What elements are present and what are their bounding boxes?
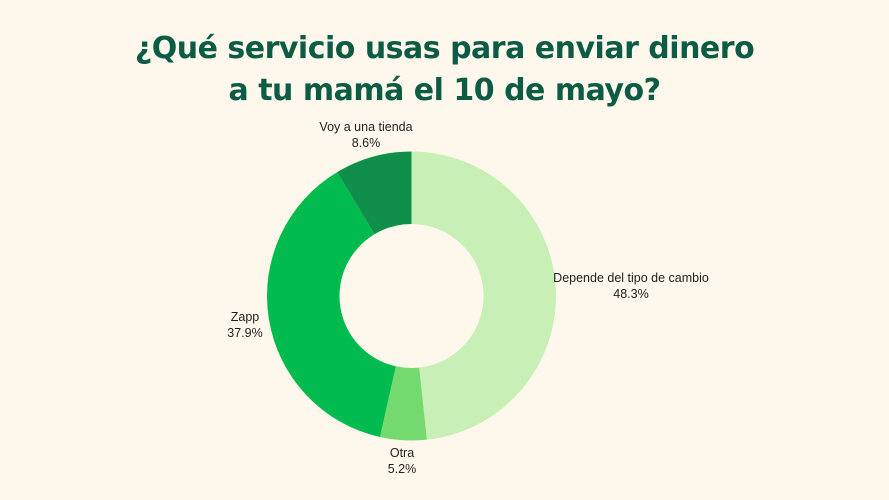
slice-label-value: 48.3% (613, 287, 649, 301)
slice-label-value: 8.6% (351, 136, 381, 150)
slice-label-name: Zapp (230, 310, 260, 324)
slice-label-name: Otra (389, 446, 415, 460)
slice-label: Voy a una tienda 8.6% (319, 119, 412, 151)
slice-otra (379, 366, 427, 441)
slice-label: Depende del tipo de cambio 48.3% (553, 270, 709, 302)
slice-label-name: Voy a una tienda (319, 120, 413, 134)
slice-label-value: 37.9% (227, 326, 263, 340)
chart-title-line-2: a tu mamá el 10 de mayo? (228, 73, 661, 108)
slice-label: Zapp 37.9% (227, 309, 262, 341)
slice-zapp (267, 172, 396, 438)
slice-depende-del-tipo-de-cambio (411, 151, 556, 440)
slice-label-value: 5.2% (387, 462, 417, 476)
chart-title-line-1: ¿Qué servicio usas para enviar dinero (134, 31, 755, 66)
slice-voy-a-una-tienda (337, 151, 412, 235)
chart-title: ¿Qué servicio usas para enviar dinero a … (0, 28, 889, 112)
slice-label-name: Depende del tipo de cambio (553, 271, 709, 285)
slice-label: Otra 5.2% (388, 445, 417, 477)
